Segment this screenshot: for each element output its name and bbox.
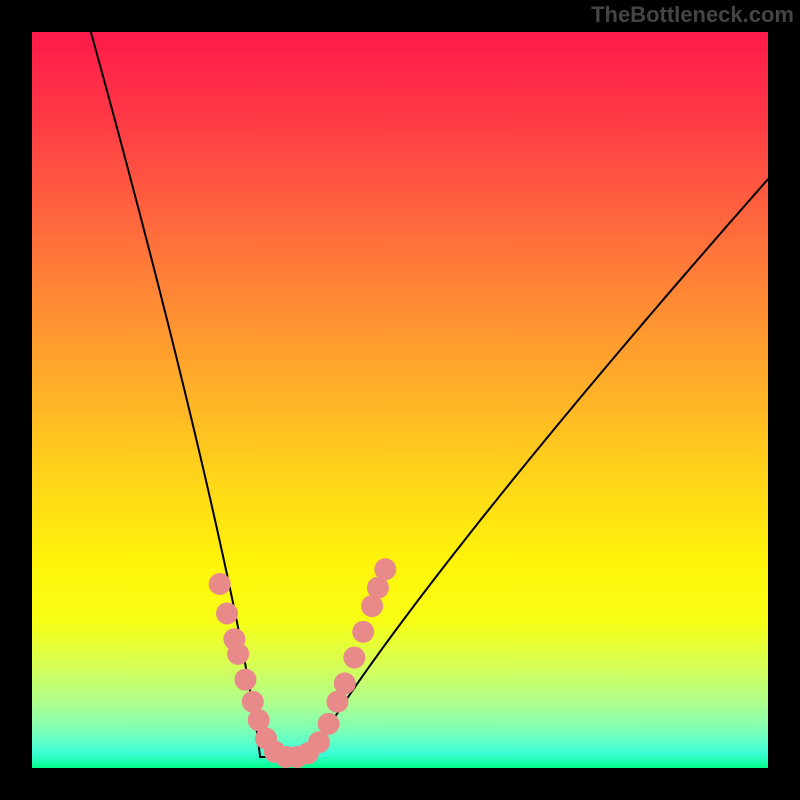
marker-point [234,669,256,691]
attribution-text: TheBottleneck.com [591,2,794,28]
marker-point [334,672,356,694]
chart-root: TheBottleneck.com [0,0,800,800]
marker-point [216,602,238,624]
marker-point [209,573,231,595]
marker-point [352,621,374,643]
marker-point [318,713,340,735]
marker-layer [32,32,768,768]
marker-point [343,647,365,669]
marker-point [374,558,396,580]
plot-area [32,32,768,768]
marker-point [227,643,249,665]
